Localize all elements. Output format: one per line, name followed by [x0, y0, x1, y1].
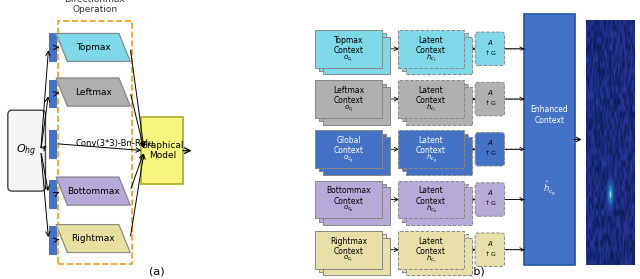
FancyBboxPatch shape [475, 82, 504, 116]
Text: $\hat{h}_{c_g}$: $\hat{h}_{c_g}$ [543, 180, 556, 198]
FancyBboxPatch shape [323, 87, 390, 124]
Text: $h_{c_g}$: $h_{c_g}$ [426, 153, 436, 165]
FancyBboxPatch shape [399, 30, 464, 68]
Text: Enhanced
Context: Enhanced Context [531, 105, 568, 125]
FancyBboxPatch shape [49, 226, 56, 254]
Text: $h_{c_t}$: $h_{c_t}$ [426, 53, 436, 64]
FancyBboxPatch shape [319, 134, 386, 171]
FancyBboxPatch shape [141, 117, 184, 184]
FancyBboxPatch shape [406, 187, 472, 225]
Text: Topmax
Context: Topmax Context [333, 36, 364, 55]
Text: $o_{c_g}$: $o_{c_g}$ [343, 153, 354, 165]
Text: Directionmax
Operation: Directionmax Operation [65, 0, 125, 14]
Text: Latent
Context: Latent Context [416, 237, 446, 256]
Text: Leftmax
Context: Leftmax Context [333, 86, 364, 105]
Text: Graphical
Model: Graphical Model [141, 141, 184, 160]
Text: (b): (b) [469, 266, 484, 276]
FancyBboxPatch shape [323, 37, 390, 74]
FancyBboxPatch shape [406, 37, 472, 74]
FancyBboxPatch shape [475, 233, 504, 266]
Text: Latent
Context: Latent Context [416, 36, 446, 55]
FancyBboxPatch shape [319, 184, 386, 222]
Text: Topmax: Topmax [76, 43, 111, 52]
FancyBboxPatch shape [323, 137, 390, 175]
Text: $\uparrow$G: $\uparrow$G [483, 48, 497, 57]
Text: A: A [488, 140, 492, 146]
FancyBboxPatch shape [316, 131, 382, 168]
FancyBboxPatch shape [475, 32, 504, 66]
Text: A: A [488, 40, 492, 46]
FancyBboxPatch shape [403, 33, 468, 71]
FancyBboxPatch shape [316, 80, 382, 118]
FancyBboxPatch shape [406, 137, 472, 175]
Text: $h_{c_b}$: $h_{c_b}$ [426, 204, 436, 215]
FancyBboxPatch shape [49, 33, 56, 61]
Text: $o_{c_l}$: $o_{c_l}$ [344, 104, 354, 114]
Text: A: A [488, 240, 492, 247]
Text: $o_{c_t}$: $o_{c_t}$ [344, 54, 354, 64]
FancyBboxPatch shape [8, 110, 45, 191]
Text: Latent
Context: Latent Context [416, 186, 446, 206]
Text: Latent
Context: Latent Context [416, 86, 446, 105]
Text: A: A [488, 90, 492, 96]
FancyBboxPatch shape [323, 187, 390, 225]
FancyBboxPatch shape [49, 130, 56, 158]
FancyBboxPatch shape [319, 84, 386, 121]
Polygon shape [56, 225, 130, 252]
Text: Global
Context: Global Context [333, 136, 364, 155]
FancyBboxPatch shape [319, 33, 386, 71]
Text: $o_{c_r}$: $o_{c_r}$ [344, 254, 354, 264]
FancyBboxPatch shape [403, 134, 468, 171]
Text: Leftmax: Leftmax [75, 88, 111, 97]
Text: Conv(3*3)-Bn-Relu: Conv(3*3)-Bn-Relu [76, 139, 154, 148]
Text: $O_{hg}$: $O_{hg}$ [17, 143, 37, 159]
FancyBboxPatch shape [406, 238, 472, 275]
Polygon shape [56, 33, 130, 61]
FancyBboxPatch shape [524, 14, 575, 265]
Text: A: A [488, 190, 492, 196]
FancyBboxPatch shape [399, 80, 464, 118]
FancyBboxPatch shape [323, 238, 390, 275]
Text: (a): (a) [149, 266, 164, 276]
FancyBboxPatch shape [316, 231, 382, 268]
Text: Rightmax
Context: Rightmax Context [330, 237, 367, 256]
FancyBboxPatch shape [49, 180, 56, 208]
FancyBboxPatch shape [316, 181, 382, 218]
Text: $\uparrow$G: $\uparrow$G [483, 198, 497, 207]
Text: $\uparrow$G: $\uparrow$G [483, 148, 497, 157]
FancyBboxPatch shape [475, 133, 504, 166]
FancyBboxPatch shape [403, 184, 468, 222]
FancyBboxPatch shape [399, 131, 464, 168]
Text: Bottommax: Bottommax [67, 187, 120, 196]
FancyBboxPatch shape [399, 181, 464, 218]
Text: $\uparrow$G: $\uparrow$G [483, 98, 497, 107]
FancyBboxPatch shape [406, 87, 472, 124]
Text: Latent
Context: Latent Context [416, 136, 446, 155]
Text: $h_{c_l}$: $h_{c_l}$ [426, 103, 436, 114]
FancyBboxPatch shape [403, 234, 468, 272]
FancyBboxPatch shape [319, 234, 386, 272]
FancyBboxPatch shape [399, 231, 464, 268]
Text: $\uparrow$G: $\uparrow$G [483, 249, 497, 258]
FancyBboxPatch shape [316, 30, 382, 68]
FancyBboxPatch shape [49, 80, 56, 107]
Text: $o_{c_b}$: $o_{c_b}$ [343, 204, 354, 214]
Text: Bottommax
Context: Bottommax Context [326, 186, 371, 206]
Text: Rightmax: Rightmax [71, 234, 115, 243]
Polygon shape [56, 177, 130, 205]
FancyBboxPatch shape [403, 84, 468, 121]
Text: $h_{c_r}$: $h_{c_r}$ [426, 254, 436, 265]
Polygon shape [56, 78, 130, 106]
FancyBboxPatch shape [475, 183, 504, 216]
